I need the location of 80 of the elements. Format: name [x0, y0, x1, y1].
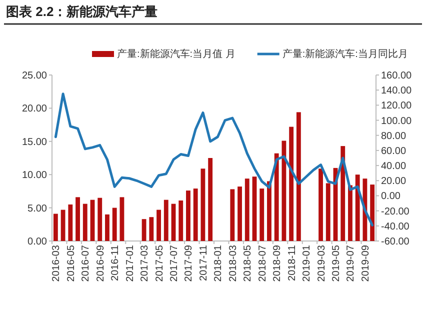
x-tick-label: 2016-07 — [80, 244, 92, 282]
bar — [60, 210, 66, 241]
y2-tick-label: -40.00 — [381, 221, 410, 232]
y2-tick-label: 100.00 — [381, 116, 412, 127]
x-tick-label: 2016-11 — [110, 244, 122, 281]
bar — [238, 186, 242, 241]
x-tick-label: 2018-01 — [213, 244, 224, 282]
bar — [289, 126, 294, 241]
x-tick-label: 2018-05 — [242, 244, 254, 282]
bar — [282, 140, 286, 241]
legend-label: 产量:新能源汽车:当月同比月 — [282, 48, 408, 60]
bar — [244, 178, 250, 241]
bar — [340, 146, 346, 241]
y-tick-label: 25.00 — [22, 70, 48, 82]
x-tick-label: 2018-09 — [272, 244, 284, 282]
bar — [105, 214, 110, 241]
bar — [149, 217, 154, 241]
bar — [274, 153, 279, 241]
x-tick-label: 2018-11 — [286, 244, 298, 281]
bar — [112, 208, 117, 241]
bar — [200, 168, 206, 241]
y2-tick-label: 140.00 — [381, 86, 412, 97]
y2-tick-label: -20.00 — [381, 206, 410, 218]
y2-tick-label: -60.00 — [381, 236, 410, 248]
legend-label: 产量:新能源汽车:当月值 月 — [117, 48, 236, 60]
bar — [164, 200, 168, 241]
x-tick-label: 2018-03 — [228, 244, 239, 282]
y-tick-label: 5.00 — [28, 203, 48, 214]
x-tick-label: 2017-03 — [140, 244, 151, 282]
bar — [348, 185, 352, 241]
bar — [208, 158, 213, 241]
y2-tick-label: 0.00 — [381, 191, 401, 202]
x-tick-label: 2017-01 — [124, 244, 136, 282]
y2-tick-label: 120.00 — [381, 100, 412, 112]
bar — [355, 174, 360, 241]
bar — [370, 184, 375, 241]
bar — [90, 200, 95, 241]
bar — [186, 190, 190, 241]
bar — [53, 214, 58, 241]
x-tick-label: 2017-09 — [184, 244, 195, 282]
bar — [326, 183, 330, 241]
x-tick-label: 2016-09 — [95, 244, 106, 282]
y2-tick-label: 80.00 — [381, 130, 406, 142]
bar — [82, 204, 88, 241]
x-tick-label: 2017-11 — [198, 244, 210, 281]
bar — [120, 197, 124, 241]
bar — [193, 188, 198, 241]
x-tick-label: 2016-03 — [51, 244, 62, 282]
y2-tick-label: 20.00 — [381, 176, 406, 188]
y-tick-label: 10.00 — [22, 170, 48, 182]
bar — [318, 168, 323, 241]
bar — [98, 198, 102, 241]
y-tick-label: 20.00 — [22, 104, 48, 115]
bar — [230, 189, 235, 241]
bar — [260, 188, 264, 241]
bar — [267, 181, 272, 241]
chart-title: 图表 2.2：新能源汽车产量 — [6, 4, 158, 19]
x-tick-label: 2019-01 — [302, 244, 313, 282]
bar — [156, 210, 161, 241]
line-series — [54, 92, 374, 226]
x-tick-label: 2019-09 — [360, 244, 372, 282]
bar — [142, 219, 146, 241]
bar — [296, 112, 301, 241]
y2-tick-label: 160.00 — [381, 70, 412, 82]
bar — [252, 176, 257, 241]
bar — [178, 200, 184, 241]
bar — [171, 204, 176, 241]
x-tick-label: 2019-07 — [346, 244, 357, 282]
bar — [68, 204, 73, 241]
y-tick-label: 0.00 — [28, 236, 48, 248]
x-tick-label: 2019-05 — [331, 244, 342, 282]
bar — [76, 197, 80, 241]
x-tick-label: 2017-05 — [154, 244, 166, 282]
x-tick-label: 2016-05 — [66, 244, 77, 282]
x-tick-label: 2019-03 — [316, 244, 328, 282]
x-tick-label: 2017-07 — [169, 244, 180, 282]
y-tick-label: 15.00 — [22, 136, 48, 148]
x-tick-label: 2018-07 — [257, 244, 268, 282]
y2-tick-label: 60.00 — [381, 146, 406, 157]
y2-tick-label: 40.00 — [381, 161, 406, 172]
